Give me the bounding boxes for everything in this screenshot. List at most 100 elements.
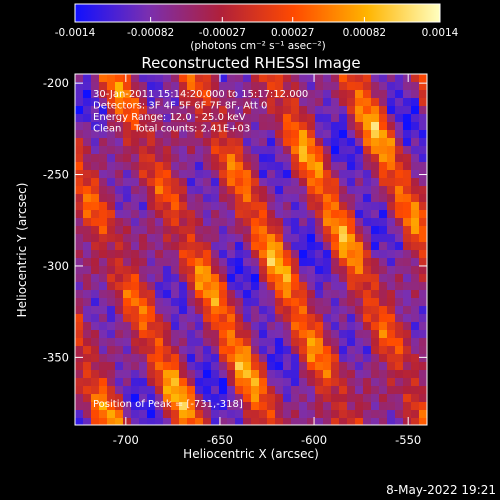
heatmap-cell: [395, 218, 404, 227]
heatmap-cell: [147, 330, 156, 339]
heatmap-cell: [379, 298, 388, 307]
heatmap-cell: [347, 274, 356, 283]
heatmap-cell: [395, 394, 404, 403]
heatmap-cell: [139, 170, 148, 179]
heatmap-cell: [419, 410, 427, 419]
heatmap-cell: [83, 186, 92, 195]
heatmap-cell: [283, 306, 292, 315]
heatmap-cell: [307, 242, 316, 251]
heatmap-cell: [179, 202, 188, 211]
heatmap-cell: [115, 410, 124, 419]
heatmap-cell: [211, 114, 220, 123]
heatmap-cell: [307, 410, 316, 419]
heatmap-cell: [283, 410, 292, 419]
heatmap-cell: [147, 74, 156, 83]
heatmap-cell: [219, 242, 228, 251]
heatmap-cell: [379, 402, 388, 411]
heatmap-cell: [171, 234, 180, 243]
heatmap-cell: [411, 402, 420, 411]
heatmap-cell: [163, 98, 172, 107]
heatmap-cell: [171, 306, 180, 315]
heatmap-cell: [363, 178, 372, 187]
heatmap-cell: [411, 338, 420, 347]
heatmap-cell: [75, 178, 84, 187]
heatmap-cell: [315, 146, 324, 155]
heatmap-cell: [331, 130, 340, 139]
heatmap-cell: [211, 202, 220, 211]
heatmap-cell: [275, 98, 284, 107]
heatmap-cell: [371, 394, 380, 403]
heatmap-cell: [379, 354, 388, 363]
heatmap-cell: [147, 194, 156, 203]
heatmap-cell: [419, 266, 427, 275]
heatmap-cell: [299, 154, 308, 163]
heatmap-cell: [155, 82, 164, 91]
heatmap-cell: [259, 298, 268, 307]
heatmap-cell: [139, 362, 148, 371]
heatmap-cell: [339, 298, 348, 307]
heatmap-cell: [187, 394, 196, 403]
heatmap-cell: [211, 226, 220, 235]
heatmap-cell: [315, 418, 324, 425]
heatmap-cell: [235, 138, 244, 147]
heatmap-cell: [235, 370, 244, 379]
heatmap-cell: [259, 242, 268, 251]
heatmap-cell: [299, 362, 308, 371]
heatmap-cell: [91, 346, 100, 355]
heatmap-cell: [235, 266, 244, 275]
heatmap-cell: [403, 258, 412, 267]
heatmap-cell: [227, 314, 236, 323]
heatmap-cell: [291, 330, 300, 339]
heatmap-cell: [195, 74, 204, 83]
heatmap-cell: [355, 138, 364, 147]
heatmap-cell: [355, 170, 364, 179]
heatmap-cell: [219, 378, 228, 387]
heatmap-cell: [171, 138, 180, 147]
heatmap-cell: [147, 170, 156, 179]
heatmap-cell: [275, 106, 284, 115]
heatmap-cell: [91, 306, 100, 315]
heatmap-cell: [259, 346, 268, 355]
heatmap-cell: [275, 162, 284, 171]
heatmap-cell: [115, 82, 124, 91]
heatmap-cell: [267, 130, 276, 139]
heatmap-cell: [299, 138, 308, 147]
heatmap-cell: [147, 346, 156, 355]
heatmap-cell: [163, 178, 172, 187]
heatmap-cell: [155, 322, 164, 331]
heatmap-cell: [291, 402, 300, 411]
heatmap-cell: [147, 218, 156, 227]
heatmap-cell: [355, 402, 364, 411]
heatmap-cell: [387, 306, 396, 315]
heatmap-cell: [179, 410, 188, 419]
heatmap-cell: [267, 170, 276, 179]
heatmap-cell: [339, 266, 348, 275]
heatmap-cell: [299, 98, 308, 107]
heatmap-cell: [395, 138, 404, 147]
heatmap-cell: [75, 74, 84, 83]
heatmap-cell: [187, 106, 196, 115]
heatmap-cell: [283, 98, 292, 107]
heatmap-cell: [267, 266, 276, 275]
heatmap-cell: [347, 306, 356, 315]
heatmap-cell: [379, 282, 388, 291]
heatmap-cell: [403, 274, 412, 283]
heatmap-cell: [363, 306, 372, 315]
heatmap-cell: [99, 98, 108, 107]
heatmap-cell: [387, 234, 396, 243]
colorbar-units: (photons cm⁻² s⁻¹ asec⁻²): [190, 40, 325, 52]
heatmap-cell: [171, 178, 180, 187]
heatmap-cell: [139, 402, 148, 411]
heatmap-cell: [331, 314, 340, 323]
heatmap-cell: [195, 354, 204, 363]
heatmap-cell: [131, 250, 140, 259]
heatmap-cell: [99, 378, 108, 387]
heatmap-cell: [403, 370, 412, 379]
heatmap-cell: [275, 338, 284, 347]
heatmap-cell: [267, 106, 276, 115]
heatmap-cell: [259, 370, 268, 379]
heatmap-cell: [219, 410, 228, 419]
heatmap-cell: [83, 162, 92, 171]
heatmap-cell: [355, 362, 364, 371]
heatmap-cell: [275, 210, 284, 219]
